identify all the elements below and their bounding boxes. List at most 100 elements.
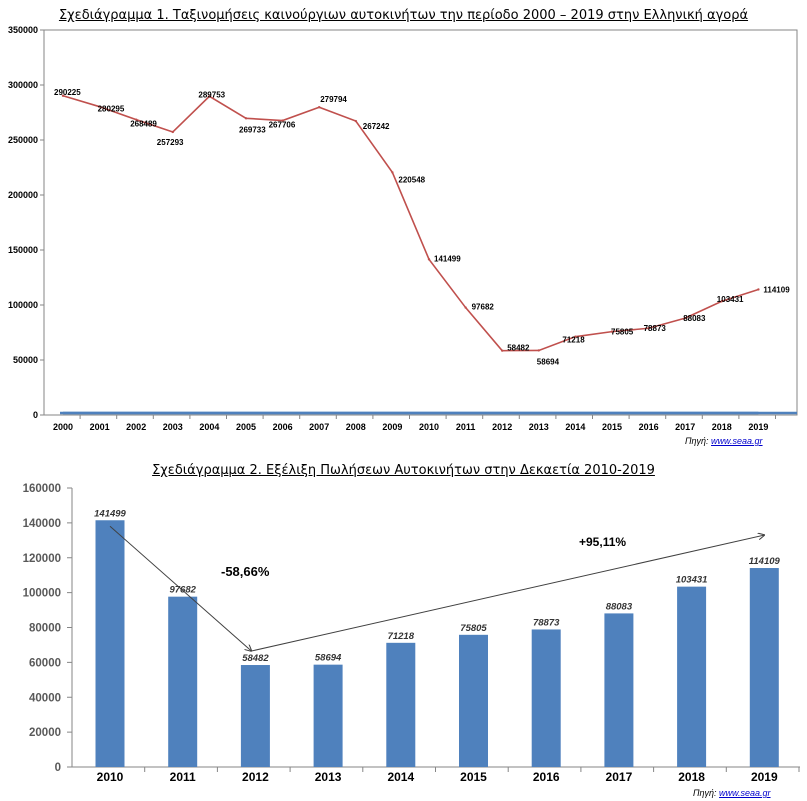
x-tick-label: 2006 bbox=[273, 422, 293, 432]
decrease-annotation: -58,66% bbox=[221, 564, 270, 579]
x-tick-label: 2010 bbox=[419, 422, 439, 432]
y-tick-label: 100000 bbox=[23, 588, 61, 600]
y-tick-label: 250000 bbox=[8, 135, 38, 145]
x-tick-label: 2017 bbox=[606, 770, 633, 784]
chart1-source-label: Πηγή: bbox=[685, 436, 709, 446]
x-tick-label: 2002 bbox=[126, 422, 146, 432]
x-tick-label: 2003 bbox=[163, 422, 183, 432]
data-label: 103431 bbox=[717, 295, 744, 304]
data-label: 289753 bbox=[198, 90, 225, 99]
y-tick-label: 60000 bbox=[29, 657, 61, 669]
bar bbox=[531, 629, 561, 767]
x-tick-label: 2014 bbox=[565, 422, 585, 432]
y-tick-label: 150000 bbox=[8, 245, 38, 255]
bar-value-label: 103431 bbox=[676, 575, 708, 586]
x-tick-label: 2012 bbox=[242, 770, 269, 784]
bar bbox=[313, 664, 343, 767]
data-label: 141499 bbox=[434, 254, 461, 263]
bar bbox=[677, 586, 707, 767]
data-label: 269733 bbox=[239, 125, 266, 134]
data-label: 58694 bbox=[537, 357, 560, 366]
line-chart: 0 50000 100000 150000 200000 250000 300000 3500… bbox=[8, 25, 798, 432]
series-line-registrations bbox=[62, 94, 759, 352]
data-point bbox=[647, 327, 650, 330]
bar bbox=[168, 596, 198, 767]
plot-area bbox=[43, 29, 798, 416]
chart1-title: Σχεδιάγραμμα 1. Ταξινομήσεις καινούργιων… bbox=[58, 8, 749, 23]
x-tick-label: 2000 bbox=[53, 422, 73, 432]
data-point bbox=[354, 119, 357, 123]
y-tick-label: 300000 bbox=[8, 80, 38, 90]
x-tick-label: 2013 bbox=[315, 770, 342, 784]
data-label: 220548 bbox=[398, 175, 425, 184]
x-tick-label: 2005 bbox=[236, 422, 256, 432]
data-point bbox=[98, 105, 101, 108]
bar-value-label: 88083 bbox=[606, 601, 633, 612]
y-tick-label: 20000 bbox=[29, 727, 61, 739]
decrease-arrow bbox=[109, 525, 251, 651]
x-tick-label: 2011 bbox=[456, 422, 476, 432]
y-tick-label: 160000 bbox=[23, 483, 61, 495]
data-label: 97682 bbox=[472, 303, 495, 312]
x-tick-label: 2007 bbox=[309, 422, 329, 432]
data-point bbox=[610, 330, 614, 333]
y-tick-label: 0 bbox=[33, 410, 38, 420]
data-point bbox=[244, 117, 248, 120]
data-point bbox=[464, 306, 467, 309]
chart1-source-link[interactable]: www.seaa.gr bbox=[711, 436, 763, 446]
x-tick-label: 2001 bbox=[90, 422, 110, 432]
data-point bbox=[501, 349, 504, 352]
data-label: 279794 bbox=[320, 95, 347, 104]
data-label: 257293 bbox=[157, 138, 184, 147]
bar bbox=[749, 568, 779, 767]
data-label: 58482 bbox=[507, 344, 530, 353]
chart2-title: Σχεδιάγραμμα 2. Εξέλιξη Πωλήσεων Αυτοκιν… bbox=[152, 463, 655, 478]
bar-value-label: 58482 bbox=[242, 653, 269, 664]
data-label: 114109 bbox=[763, 285, 790, 294]
y-tick-label: 100000 bbox=[8, 300, 38, 310]
y-tick-label: 40000 bbox=[29, 692, 61, 704]
data-point bbox=[208, 95, 211, 98]
y-tick-label: 50000 bbox=[13, 355, 38, 365]
data-point bbox=[537, 349, 540, 352]
x-tick-label: 2008 bbox=[346, 422, 366, 432]
x-tick-label: 2015 bbox=[602, 422, 622, 432]
y-tick-label: 120000 bbox=[23, 553, 61, 565]
bar bbox=[459, 634, 488, 767]
data-point bbox=[318, 106, 321, 109]
y-tick-label: 80000 bbox=[29, 623, 61, 635]
bar-value-label: 71218 bbox=[388, 631, 415, 642]
y-tick-label: 200000 bbox=[8, 190, 38, 200]
data-label: 88083 bbox=[683, 314, 706, 323]
chart2-source-label: Πηγή: bbox=[693, 788, 717, 798]
data-point bbox=[281, 119, 284, 122]
x-tick-label: 2018 bbox=[712, 422, 732, 432]
x-tick-label: 2012 bbox=[492, 422, 512, 432]
bar-value-label: 114109 bbox=[749, 556, 781, 567]
x-tick-label: 2019 bbox=[751, 770, 778, 784]
x-tick-label: 2009 bbox=[382, 422, 402, 432]
data-label: 75805 bbox=[611, 328, 634, 337]
x-tick-label: 2018 bbox=[678, 770, 705, 784]
data-label: 268489 bbox=[130, 120, 157, 129]
bar-value-label: 78873 bbox=[533, 617, 560, 628]
x-tick-label: 2016 bbox=[639, 422, 659, 432]
bar-value-label: 141499 bbox=[94, 508, 126, 519]
x-tick-label: 2017 bbox=[675, 422, 695, 432]
chart2-source-link[interactable]: www.seaa.gr bbox=[719, 788, 771, 798]
x-tick-label: 2013 bbox=[529, 422, 549, 432]
data-point bbox=[391, 171, 394, 174]
increase-annotation: +95,11% bbox=[579, 535, 626, 549]
data-point bbox=[757, 288, 760, 291]
data-point bbox=[61, 94, 65, 97]
data-point bbox=[574, 335, 577, 338]
bar bbox=[386, 642, 416, 767]
x-tick-label: 2011 bbox=[170, 770, 196, 784]
bar bbox=[95, 520, 125, 767]
chart2-source: Πηγή: www.seaa.gr bbox=[693, 788, 771, 798]
bar-value-label: 58694 bbox=[315, 653, 342, 664]
data-label: 290225 bbox=[54, 88, 81, 97]
chart1-source: Πηγή: www.seaa.gr bbox=[685, 436, 763, 446]
x-tick-label: 2004 bbox=[199, 422, 219, 432]
